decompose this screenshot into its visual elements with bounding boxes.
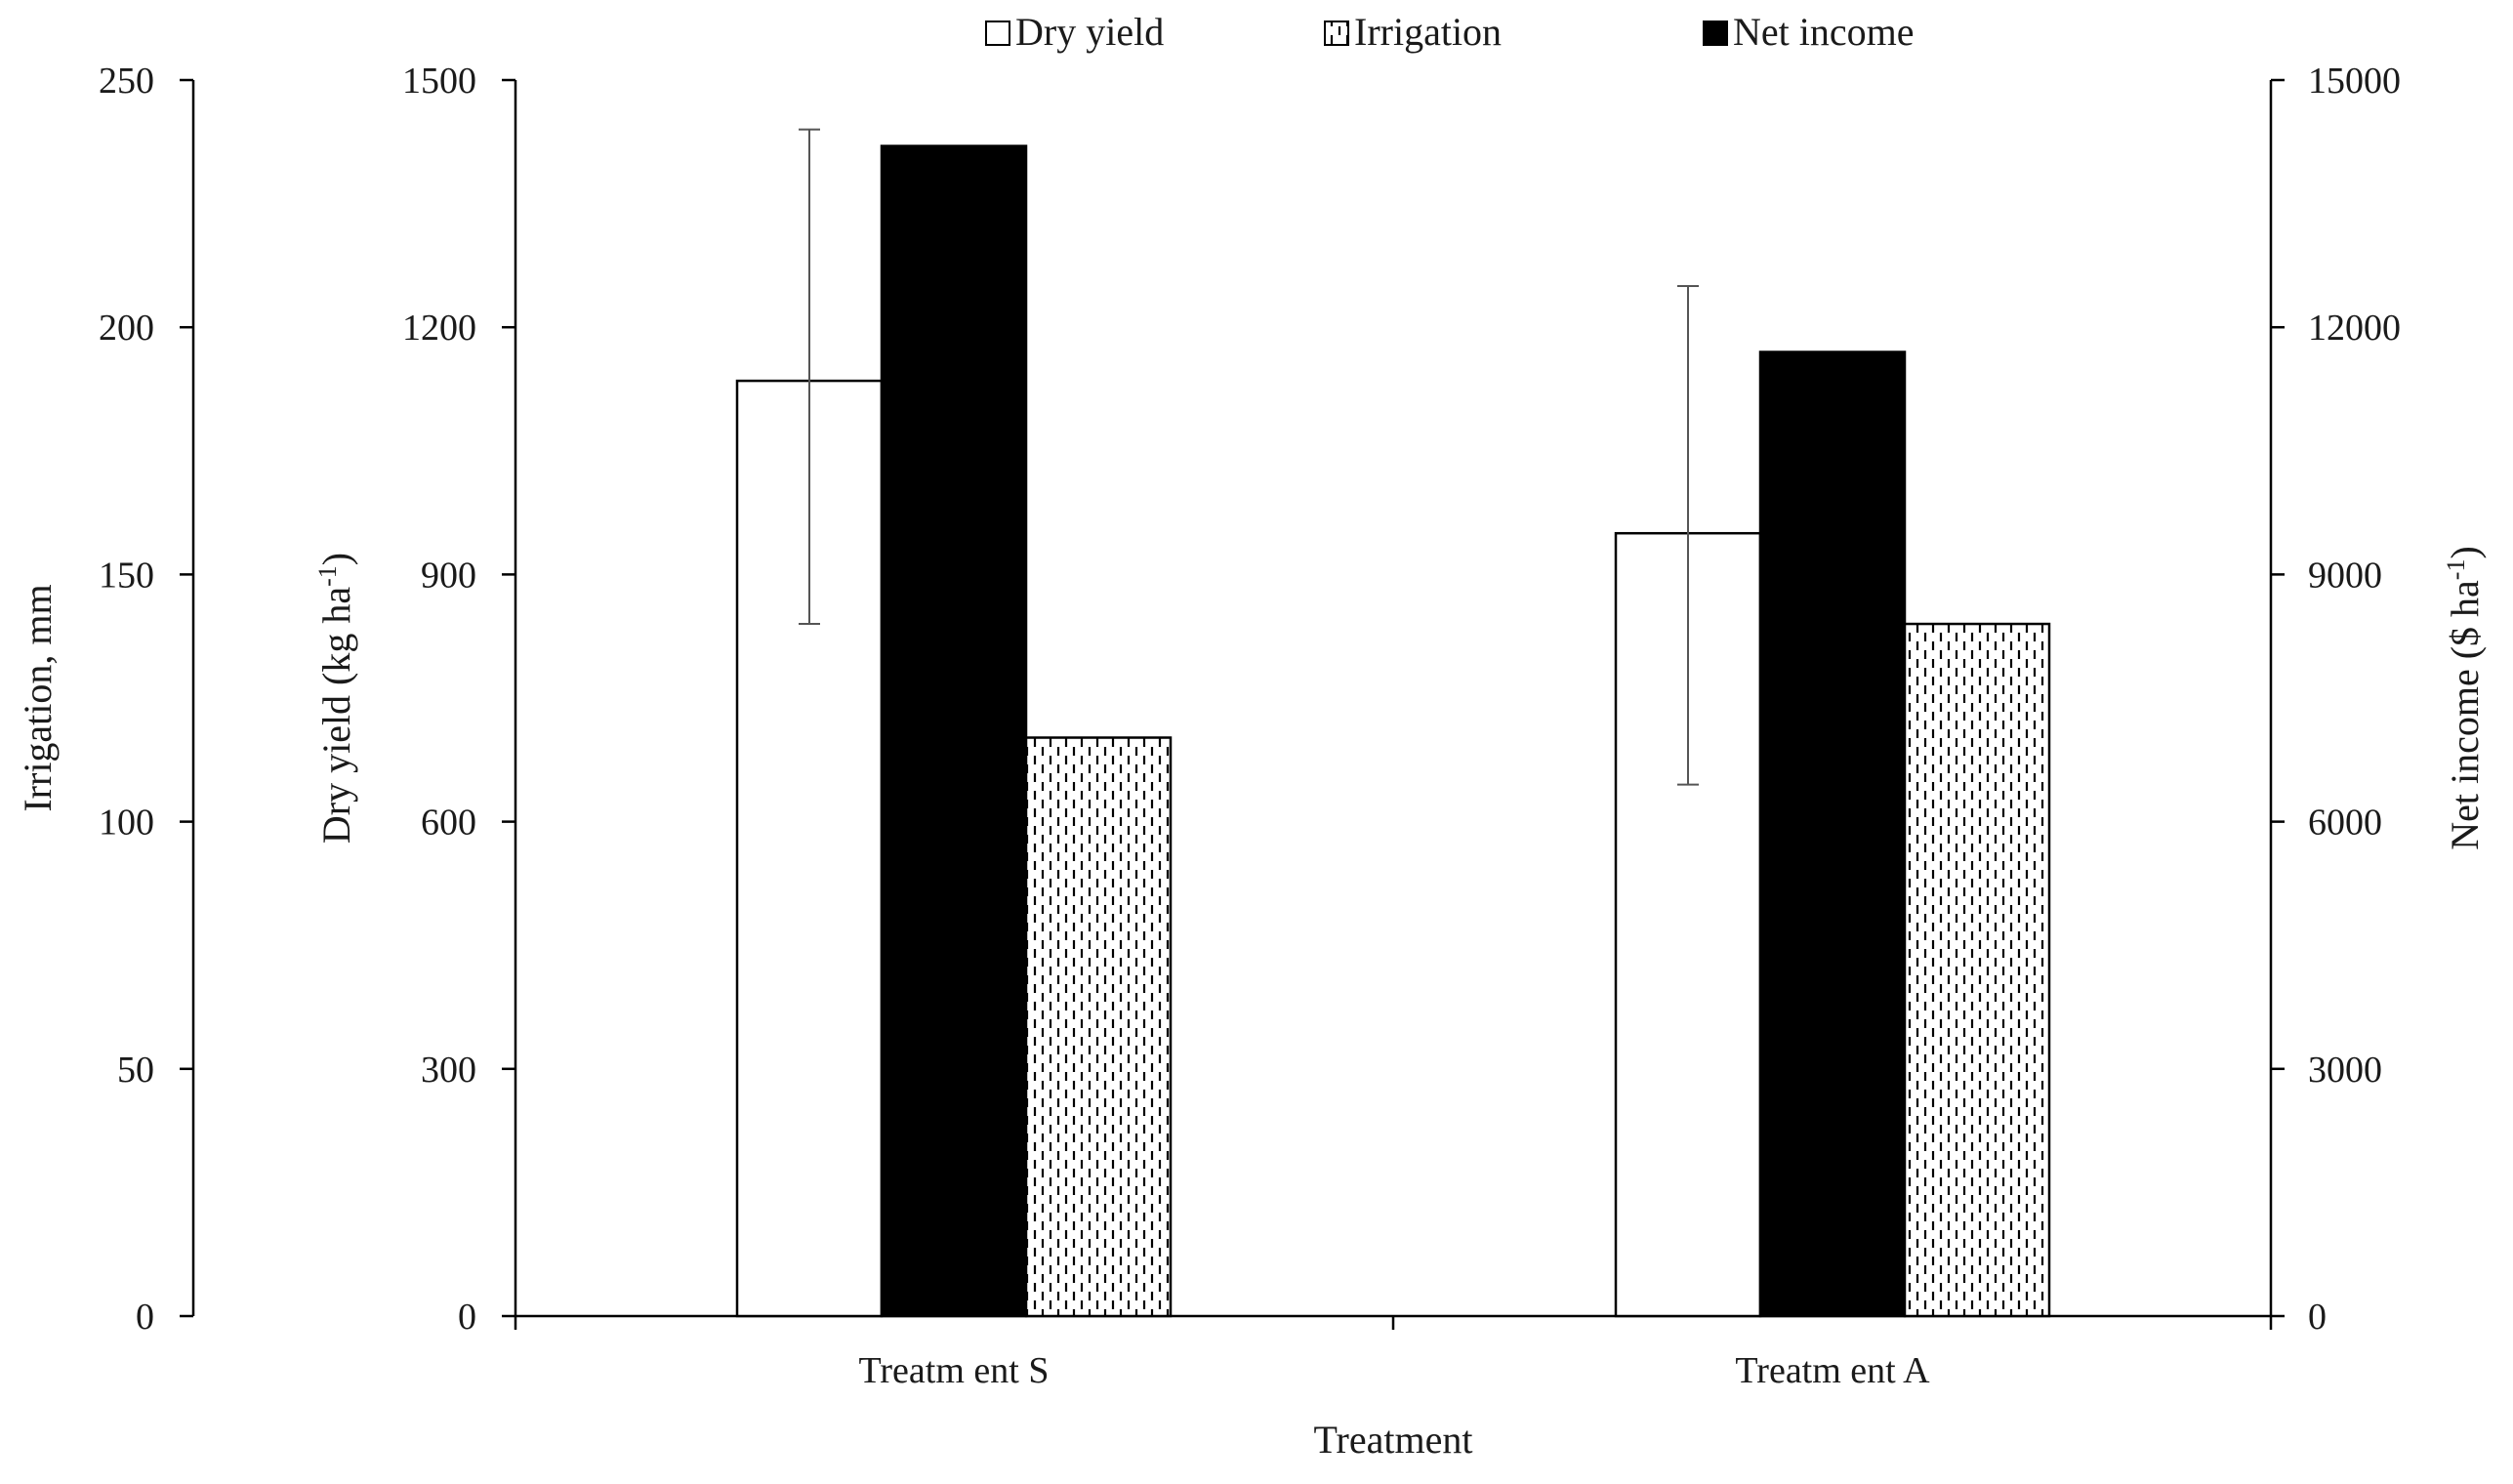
irrigation-bar bbox=[1024, 736, 1173, 1318]
irrigation-tick-label: 150 bbox=[99, 555, 154, 596]
net-income-axis-title: Net income ($ ha-1) bbox=[2442, 546, 2488, 850]
net-income-tick-label: 3000 bbox=[2308, 1050, 2382, 1091]
irrigation-tick-label: 200 bbox=[99, 308, 154, 349]
dry-yield-tick-label: 1500 bbox=[402, 61, 476, 102]
irrigation-bar bbox=[1903, 622, 2051, 1318]
legend-swatch-dry-yield bbox=[985, 21, 1010, 46]
error-bars-layer bbox=[799, 128, 1699, 786]
irrigation-axis-title: Irrigation, mm bbox=[16, 584, 60, 811]
net-income-bar bbox=[1758, 350, 1907, 1318]
net-income-tick-label: 12000 bbox=[2308, 308, 2401, 349]
x-axis-title: Treatment bbox=[1314, 1418, 1473, 1462]
legend: Dry yield Irrigation Net income bbox=[985, 10, 1915, 54]
dry-yield-axis-title: Dry yield (kg ha-1) bbox=[313, 553, 359, 844]
net-income-bar bbox=[880, 144, 1028, 1318]
legend-label-net-income: Net income bbox=[1733, 10, 1915, 54]
legend-swatch-irrigation bbox=[1324, 21, 1349, 46]
legend-swatch-net-income bbox=[1703, 21, 1728, 46]
net-income-tick-label: 0 bbox=[2308, 1297, 2327, 1338]
legend-label-irrigation: Irrigation bbox=[1354, 10, 1502, 54]
labels-layer: 0501001502002500300600900120015000300060… bbox=[16, 61, 2487, 1462]
legend-label-dry-yield: Dry yield bbox=[1015, 10, 1164, 54]
dry-yield-tick-label: 900 bbox=[421, 555, 476, 596]
irrigation-tick-label: 250 bbox=[99, 61, 154, 102]
net-income-tick-label: 15000 bbox=[2308, 61, 2401, 102]
dry-yield-tick-label: 300 bbox=[421, 1050, 476, 1091]
dry-yield-tick-label: 0 bbox=[458, 1297, 476, 1338]
irrigation-tick-label: 100 bbox=[99, 803, 154, 844]
net-income-tick-label: 9000 bbox=[2308, 555, 2382, 596]
irrigation-tick-label: 50 bbox=[117, 1050, 154, 1091]
dry-yield-tick-label: 600 bbox=[421, 803, 476, 844]
dry-yield-tick-label: 1200 bbox=[402, 308, 476, 349]
net-income-tick-label: 6000 bbox=[2308, 803, 2382, 844]
bars-layer bbox=[735, 144, 2051, 1318]
x-category-label: Treatm ent S bbox=[859, 1350, 1050, 1391]
x-category-label: Treatm ent A bbox=[1735, 1350, 1930, 1391]
irrigation-tick-label: 0 bbox=[136, 1297, 154, 1338]
